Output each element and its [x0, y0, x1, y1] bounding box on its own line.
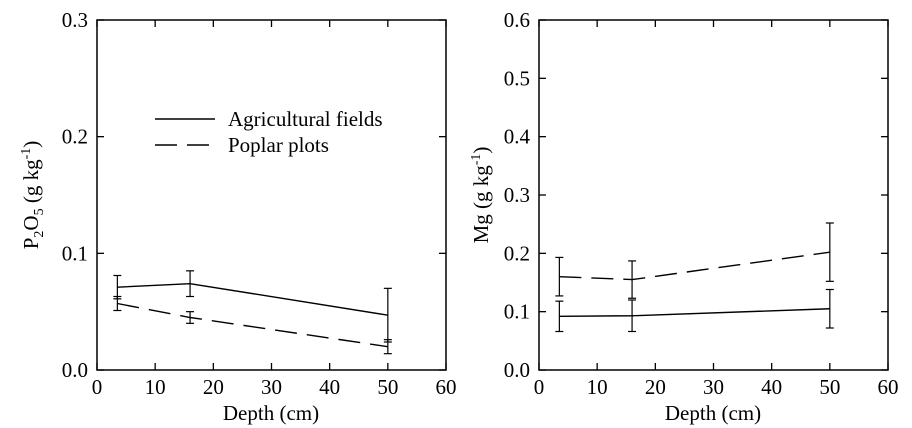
plot-frame — [96, 19, 447, 371]
x-tick-label: 0 — [534, 375, 545, 399]
p2o5-chart: 0 10 20 30 40 50 60 0.0 0.1 0.2 0.3 Agricultural f… — [19, 8, 457, 425]
y-tick-label: 0.4 — [504, 125, 531, 149]
mg-chart: 0 10 20 30 40 50 60 0.0 0.1 0.2 0.3 0.4 0.5 0.6 Mg (g… — [469, 8, 899, 425]
y-tick-label: 0.3 — [62, 8, 88, 32]
x-tick-label: 30 — [261, 375, 282, 399]
x-tick-label: 50 — [819, 375, 840, 399]
x-tick-label: 10 — [145, 375, 166, 399]
x-tick-label: 60 — [878, 375, 899, 399]
x-tick-label: 40 — [761, 375, 782, 399]
y-axis-title: P2O5 (g kg-1) — [19, 141, 47, 250]
y-axis-title: Mg (g kg-1) — [469, 147, 493, 244]
plot-frame — [538, 19, 889, 371]
series-line-solid — [559, 308, 830, 318]
y-tick-label: 0.5 — [504, 66, 530, 90]
y-tick-label: 0.3 — [504, 183, 530, 207]
series-line-dashed — [117, 302, 388, 348]
y-tick-label: 0.0 — [504, 358, 530, 382]
x-tick-label: 20 — [645, 375, 666, 399]
legend-label-agricultural: Agricultural fields — [228, 107, 383, 131]
x-tick-label: 20 — [203, 375, 224, 399]
series-line-solid — [117, 282, 388, 316]
x-axis-title: Depth (cm) — [665, 401, 761, 425]
x-tick-label: 40 — [319, 375, 340, 399]
y-tick-label: 0.1 — [62, 241, 88, 265]
y-tick-label: 0.2 — [62, 125, 88, 149]
p2o5-marks: 0 10 20 30 40 50 60 0.0 0.1 0.2 0.3 — [62, 8, 457, 399]
y-tick-label: 0.0 — [62, 358, 88, 382]
x-tick-label: 50 — [377, 375, 398, 399]
legend: Agricultural fields Poplar plots — [155, 107, 383, 157]
x-axis-title: Depth (cm) — [223, 401, 319, 425]
x-tick-label: 10 — [587, 375, 608, 399]
x-tick-label: 0 — [92, 375, 103, 399]
mg-marks: 0 10 20 30 40 50 60 0.0 0.1 0.2 0.3 0.4 0.5 0.6 — [504, 8, 899, 399]
y-tick-label: 0.1 — [504, 300, 530, 324]
y-tick-label: 0.2 — [504, 241, 530, 265]
y-tick-label: 0.6 — [504, 8, 530, 32]
legend-label-poplar: Poplar plots — [228, 133, 329, 157]
x-tick-label: 30 — [703, 375, 724, 399]
x-tick-label: 60 — [436, 375, 457, 399]
series-line-dashed — [559, 251, 830, 281]
